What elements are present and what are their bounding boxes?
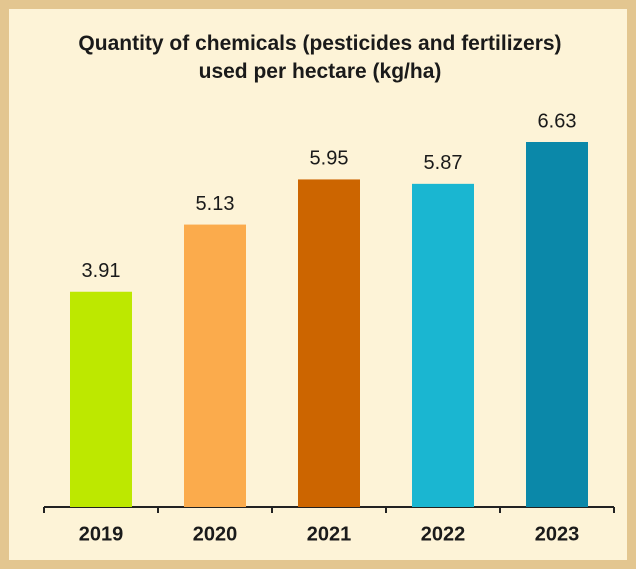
x-tick-label: 2021 (307, 523, 352, 545)
value-label: 6.63 (538, 110, 577, 132)
bar (298, 179, 360, 507)
chart-title: Quantity of chemicals (pesticides and fe… (78, 32, 562, 83)
x-tick-label: 2020 (193, 523, 238, 545)
bar (70, 291, 132, 507)
value-label: 3.91 (82, 260, 121, 282)
x-tick-label: 2019 (79, 523, 124, 545)
value-label: 5.87 (424, 152, 463, 174)
x-tick-label: 2023 (535, 523, 580, 545)
value-label: 5.13 (196, 193, 235, 215)
bar (184, 224, 246, 507)
bar (526, 142, 588, 507)
value-label: 5.95 (310, 148, 349, 170)
bar (412, 183, 474, 507)
x-tick-label: 2022 (421, 523, 466, 545)
